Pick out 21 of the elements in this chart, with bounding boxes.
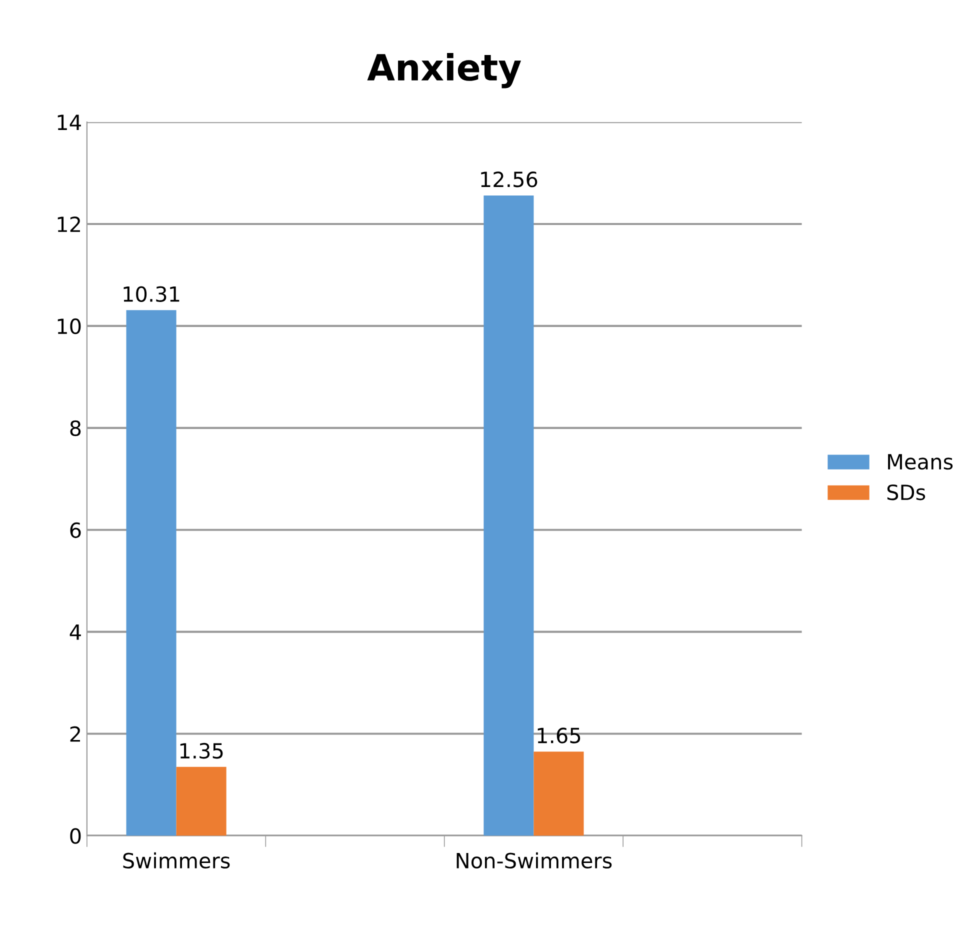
x-tick-label: Non-Swimmers (456, 852, 612, 869)
y-tick-label: 10 (58, 318, 81, 334)
bar (484, 195, 534, 836)
data-label: 1.65 (538, 728, 580, 744)
y-tick-label: 12 (58, 216, 80, 232)
y-tick-label: 14 (58, 114, 81, 130)
bar (534, 752, 584, 836)
y-tick-label: 0 (70, 828, 81, 844)
legend-label: Means (888, 454, 953, 470)
legend-label: SDs (887, 484, 926, 500)
data-label: 10.31 (124, 286, 180, 302)
data-label: 1.35 (180, 742, 223, 759)
y-tick-label: 4 (70, 624, 81, 640)
bar (126, 310, 176, 836)
data-label: 12.56 (481, 172, 538, 188)
x-tick-label: Swimmers (123, 852, 230, 869)
y-tick-label: 8 (70, 420, 81, 436)
y-tick-label: 2 (70, 726, 80, 742)
y-tick-label: 6 (70, 522, 81, 538)
bar (176, 766, 226, 836)
chart-title: Anxiety (367, 52, 522, 88)
